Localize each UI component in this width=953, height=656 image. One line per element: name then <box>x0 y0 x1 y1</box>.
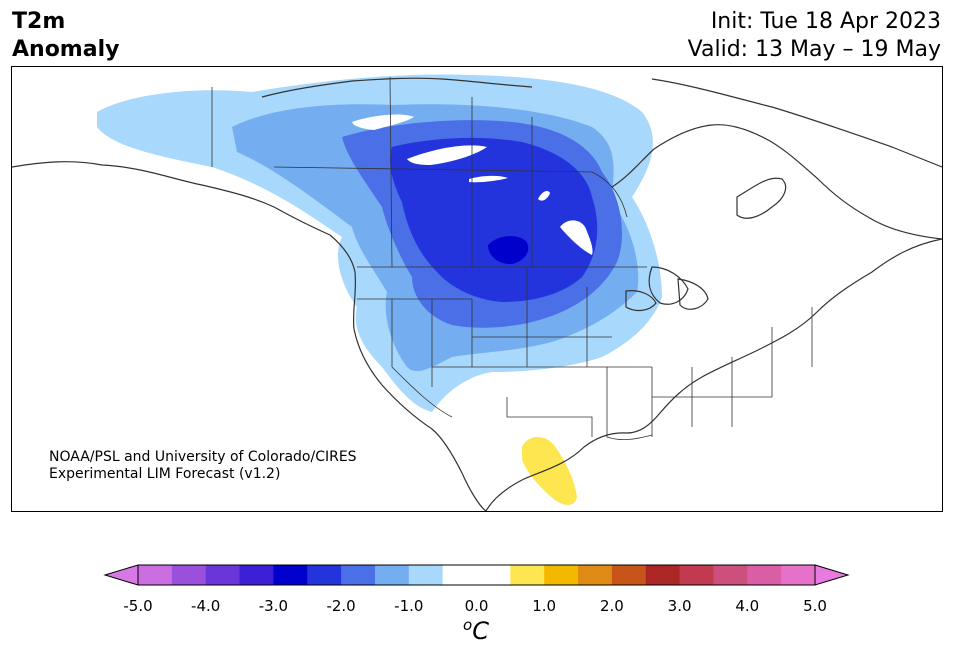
colorbar-cell <box>273 565 308 585</box>
colorbar-outline <box>137 564 816 586</box>
lake-shape <box>538 191 550 201</box>
lake-shape <box>560 220 593 255</box>
colorbar-cell <box>781 565 816 585</box>
colorbar-tick-label: 3.0 <box>667 597 692 615</box>
lake-shape <box>407 145 487 165</box>
credit-text: NOAA/PSL and University of Colorado/CIRE… <box>49 449 357 483</box>
colorbar-cell <box>171 565 207 585</box>
unit-label: oC <box>463 616 489 645</box>
variable-label: T2m <box>12 9 66 34</box>
colorbar-tick-label: 0.0 <box>464 597 489 615</box>
colorbar-low-extension <box>103 564 139 586</box>
colorbar-high-extension <box>814 564 850 586</box>
colorbar-tick-label: -1.0 <box>394 597 424 615</box>
coastlines <box>12 77 942 511</box>
colorbar-cell <box>611 565 647 585</box>
colorbar-cell <box>408 565 444 585</box>
colorbar-cell <box>442 565 477 585</box>
colorbar-tick-label: 2.0 <box>599 597 624 615</box>
colorbar-tick-label: -2.0 <box>326 597 356 615</box>
anomaly-contour-yellow <box>522 436 577 505</box>
colorbar-cell <box>374 565 410 585</box>
unit-letter: C <box>472 617 489 645</box>
forecast-dates: Init: Tue 18 Apr 2023 Valid: 13 May – 19… <box>688 8 941 64</box>
colorbar-cell <box>747 565 782 585</box>
credit-line-2: Experimental LIM Forecast (v1.2) <box>49 466 281 482</box>
colorbar-tick-label: 4.0 <box>735 597 760 615</box>
anomaly-contour-deep-blue <box>488 236 529 265</box>
anomaly-map <box>12 74 942 511</box>
colorbar-cell <box>205 565 241 585</box>
colorbar-tick-label: 1.0 <box>532 597 557 615</box>
colorbar-tick-label: -4.0 <box>191 597 221 615</box>
colorbar-cell <box>341 565 376 585</box>
lake-shape <box>352 114 414 130</box>
colorbar-swatches <box>103 564 850 586</box>
colorbar-cell <box>476 565 511 585</box>
credit-line-1: NOAA/PSL and University of Colorado/CIRE… <box>49 449 357 465</box>
colorbar-cell <box>645 565 681 585</box>
political-borders <box>211 76 813 441</box>
valid-range: Valid: 13 May – 19 May <box>687 37 941 62</box>
init-date: Init: Tue 18 Apr 2023 <box>710 9 941 34</box>
colorbar-cell <box>679 565 714 585</box>
colorbar-cell <box>307 565 342 585</box>
colorbar-cell <box>510 565 545 585</box>
colorbar-cell <box>138 565 173 585</box>
colorbar-cell <box>239 565 274 585</box>
colorbar-tick-label: -3.0 <box>258 597 289 615</box>
map-panel: NOAA/PSL and University of Colorado/CIRE… <box>11 66 943 512</box>
anomaly-contour-medium-blue <box>390 137 598 302</box>
colorbar-cell <box>578 565 613 585</box>
anomaly-label: Anomaly <box>12 37 120 62</box>
colorbar-tick-label: -5.0 <box>123 597 153 615</box>
unit-superscript: o <box>463 616 473 634</box>
colorbar-cell <box>713 565 748 585</box>
colorbar-tick-label: 5.0 <box>803 597 827 615</box>
colorbar-cell <box>544 565 579 585</box>
colorbar <box>0 560 953 656</box>
plot-title: T2m Anomaly <box>12 8 119 64</box>
lake-shape <box>469 175 508 183</box>
